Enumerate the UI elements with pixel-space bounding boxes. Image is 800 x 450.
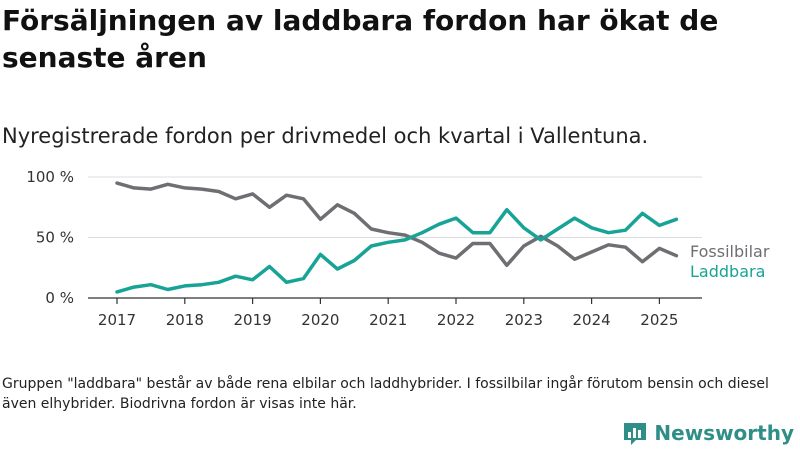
y-tick-label: 100 %: [26, 168, 74, 186]
chart-title: Försäljningen av laddbara fordon har öka…: [2, 4, 719, 74]
x-tick-label: 2023: [505, 311, 543, 329]
x-tick-label: 2017: [98, 311, 136, 329]
x-tick-label: 2025: [640, 311, 678, 329]
newsworthy-logo-icon: [624, 423, 647, 445]
x-tick-label: 2018: [166, 311, 204, 329]
brand-logo: Newsworthy: [622, 420, 794, 446]
x-axis: 2017 2018 2019 2020 2021 2022 2023 2024 2025: [88, 297, 702, 329]
x-tick-label: 2022: [437, 311, 475, 329]
x-tick-label: 2024: [573, 311, 611, 329]
line-chart: 0 % 50 % 100 % 2017 2018 2019 2020 2021 2022 202…: [26, 168, 770, 329]
series-line-fossilbilar: [115, 181, 679, 268]
y-tick-label: 0 %: [45, 289, 74, 307]
x-tick-label: 2021: [369, 311, 407, 329]
footnote: Gruppen "laddbara" består av både rena e…: [2, 376, 769, 412]
chart-subtitle: Nyregistrerade fordon per drivmedel och …: [2, 124, 649, 148]
series-lines: [115, 181, 679, 294]
series-line-laddbara: [115, 207, 679, 294]
x-tick-label: 2019: [234, 311, 272, 329]
brand-name: Newsworthy: [654, 421, 794, 445]
x-tick-label: 2020: [301, 311, 339, 329]
series-label-laddbara: Laddbara: [690, 262, 765, 281]
grid: 0 % 50 % 100 %: [26, 168, 702, 307]
y-tick-label: 50 %: [36, 229, 74, 247]
series-label-fossilbilar: Fossilbilar: [690, 242, 770, 261]
